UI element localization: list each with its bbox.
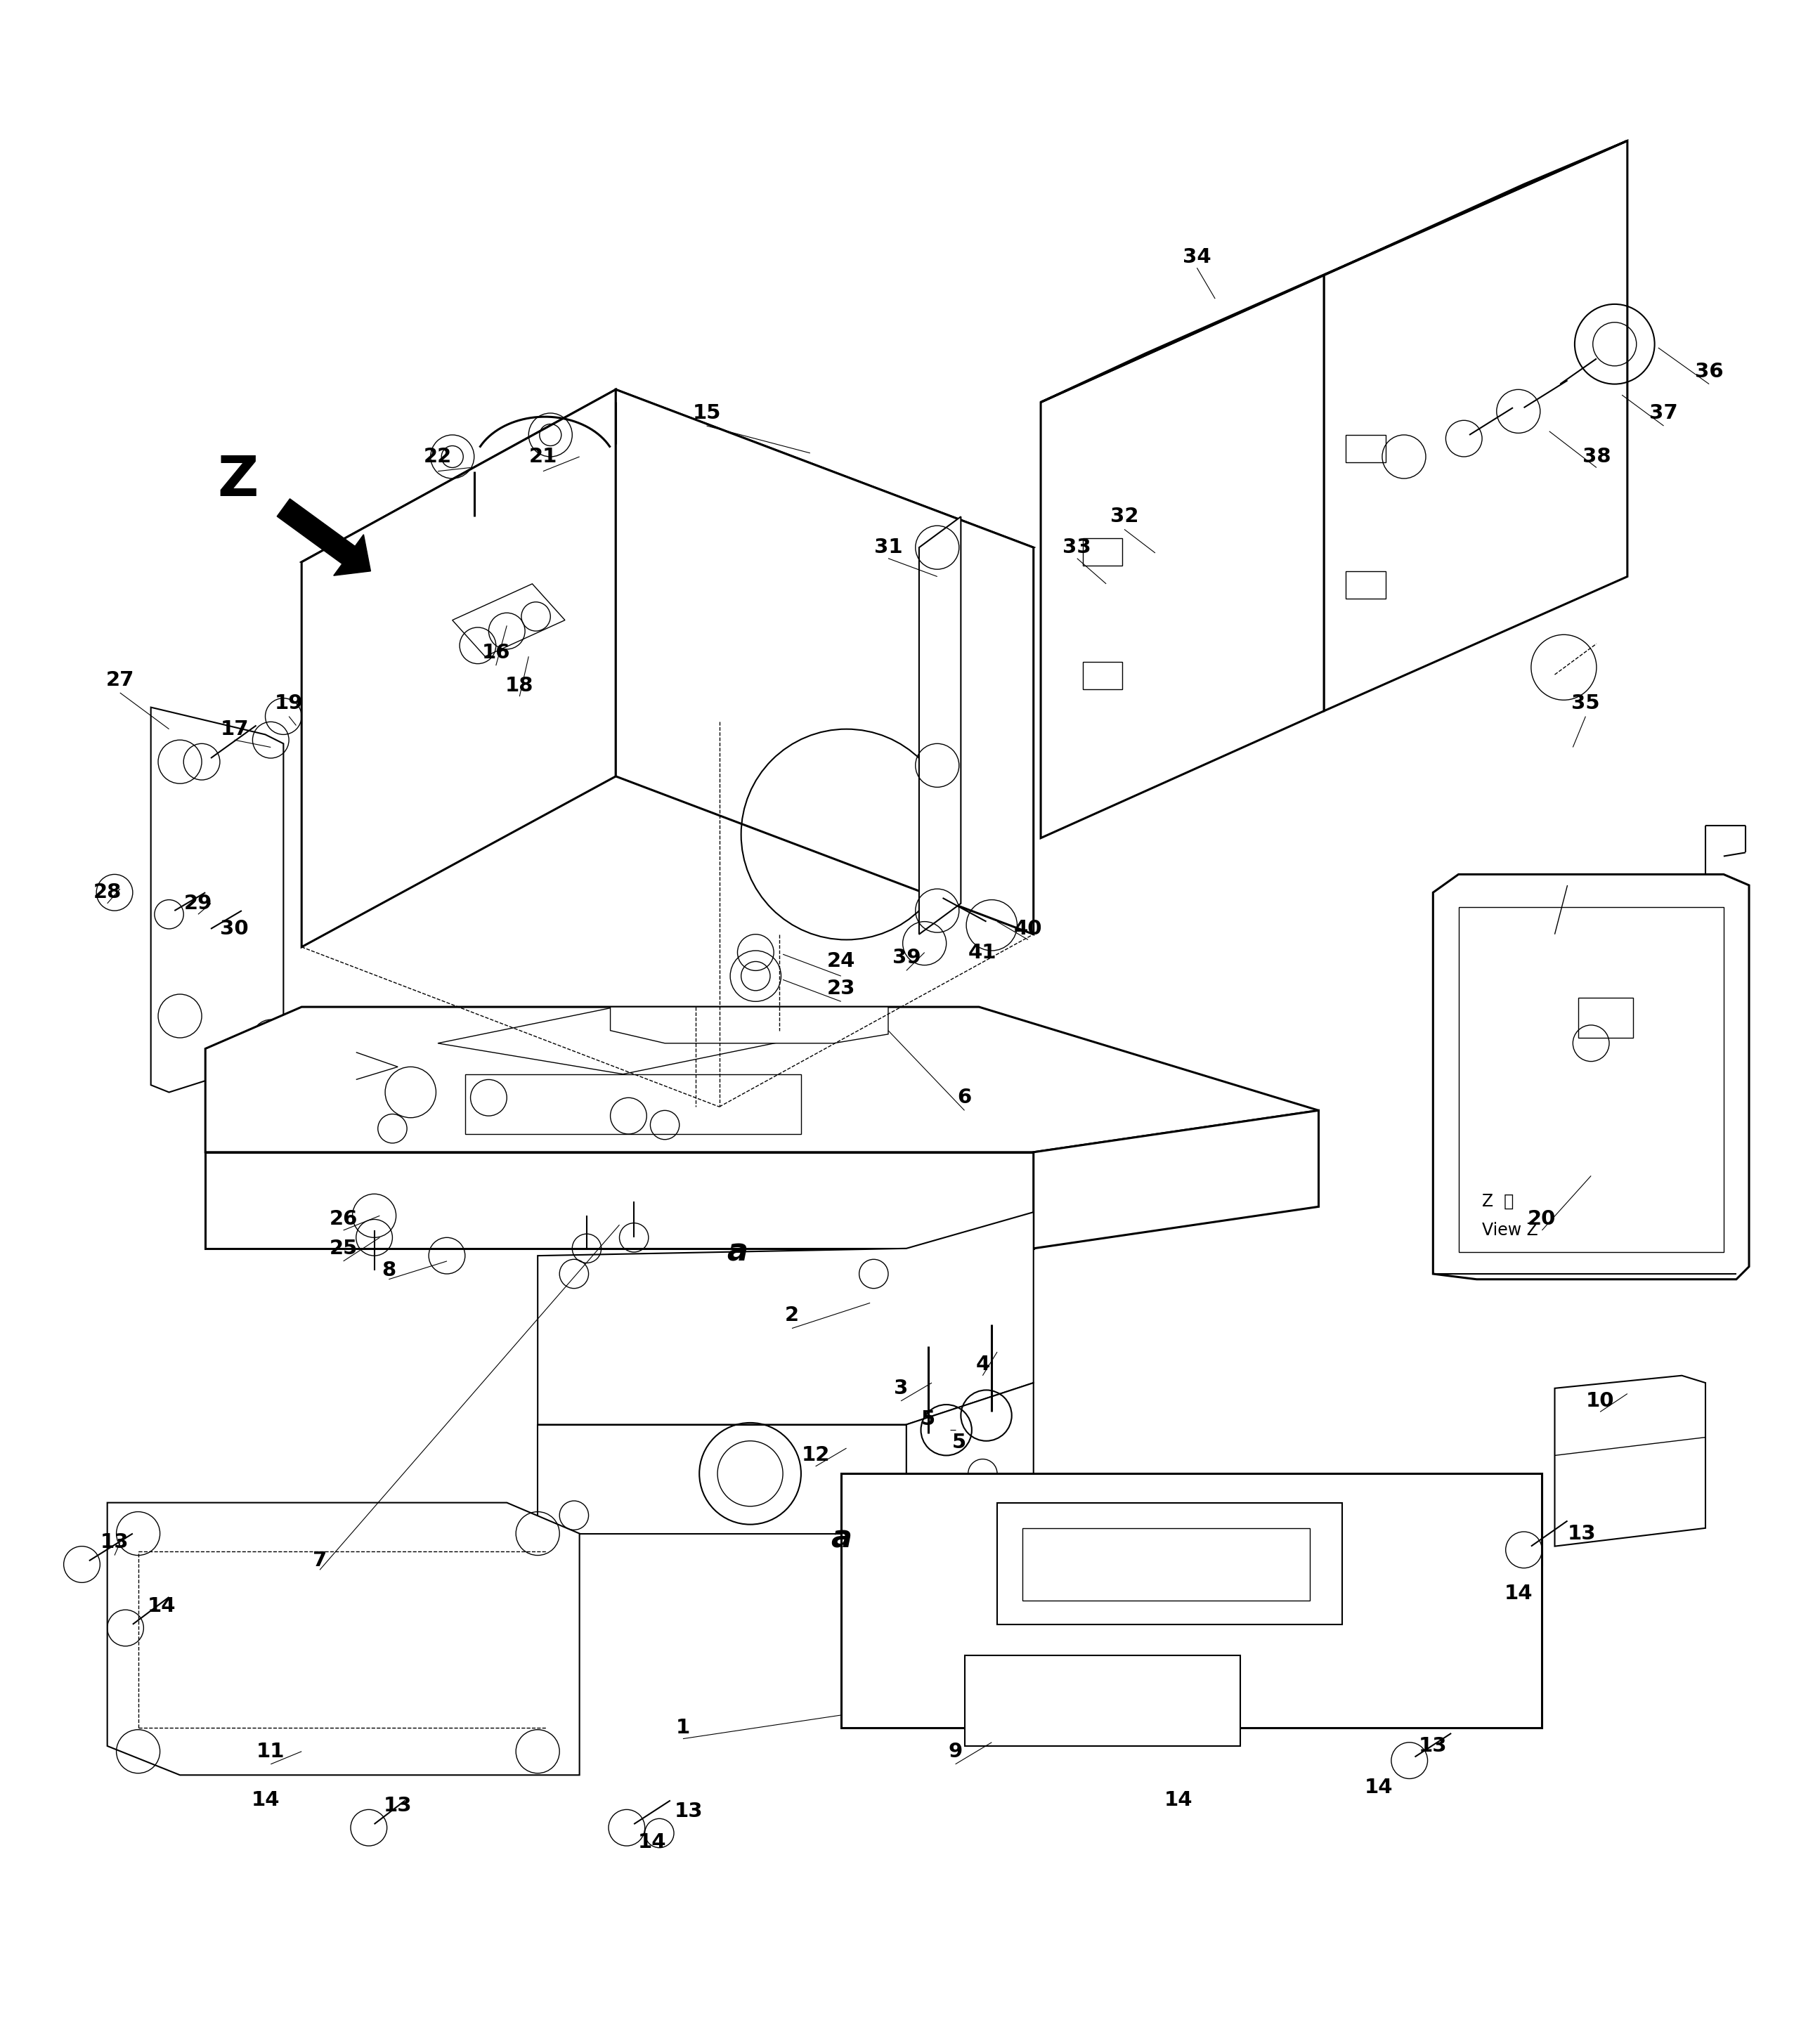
Polygon shape — [206, 1152, 1034, 1248]
Polygon shape — [1041, 140, 1627, 402]
Text: a: a — [830, 1524, 852, 1554]
Text: Z: Z — [218, 453, 258, 508]
Polygon shape — [610, 1008, 888, 1042]
Text: 7: 7 — [313, 1550, 328, 1571]
Polygon shape — [841, 1473, 1542, 1727]
Text: 14: 14 — [147, 1597, 177, 1615]
Polygon shape — [1041, 274, 1325, 837]
Text: 26: 26 — [329, 1209, 357, 1229]
Text: 11: 11 — [257, 1741, 286, 1762]
Text: 32: 32 — [1110, 506, 1139, 526]
Text: 39: 39 — [892, 949, 921, 967]
Polygon shape — [919, 516, 961, 935]
Text: 34: 34 — [1183, 248, 1212, 266]
Text: 23: 23 — [826, 979, 855, 998]
Polygon shape — [1034, 1109, 1320, 1248]
Polygon shape — [537, 1424, 906, 1534]
Text: 35: 35 — [1571, 693, 1600, 713]
Text: 24: 24 — [826, 951, 855, 971]
Text: 14: 14 — [1365, 1778, 1392, 1798]
Text: Z  視: Z 視 — [1481, 1193, 1514, 1209]
Text: 10: 10 — [1585, 1392, 1614, 1410]
Bar — [1578, 998, 1633, 1038]
Text: 20: 20 — [1527, 1209, 1556, 1229]
Text: 8: 8 — [382, 1260, 397, 1280]
Polygon shape — [997, 1502, 1341, 1624]
Text: View Z: View Z — [1481, 1221, 1538, 1240]
Text: 40: 40 — [1014, 918, 1043, 939]
Text: 13: 13 — [1567, 1524, 1596, 1544]
Text: 29: 29 — [184, 894, 213, 912]
Text: 4: 4 — [976, 1355, 990, 1374]
Text: 30: 30 — [220, 918, 249, 939]
Text: 33: 33 — [1063, 538, 1092, 557]
Polygon shape — [1432, 874, 1749, 1280]
Text: a: a — [726, 1237, 748, 1268]
Text: 12: 12 — [801, 1445, 830, 1465]
Text: 28: 28 — [93, 882, 122, 902]
Text: 13: 13 — [1420, 1735, 1447, 1756]
Text: 3: 3 — [894, 1378, 908, 1398]
Text: 27: 27 — [106, 671, 135, 691]
Polygon shape — [151, 707, 284, 1093]
Bar — [1083, 662, 1123, 689]
Text: 15: 15 — [692, 402, 721, 423]
Bar — [1345, 571, 1385, 597]
Bar — [1023, 1528, 1310, 1601]
Polygon shape — [1325, 140, 1627, 711]
Text: 14: 14 — [1503, 1583, 1532, 1603]
Text: 14: 14 — [637, 1833, 666, 1851]
Text: 38: 38 — [1582, 447, 1611, 467]
Polygon shape — [466, 1075, 801, 1134]
Text: 2: 2 — [784, 1307, 799, 1325]
Text: 37: 37 — [1649, 402, 1678, 423]
Polygon shape — [1554, 1376, 1705, 1546]
Polygon shape — [302, 390, 1034, 721]
Bar — [1083, 538, 1123, 565]
Text: 5: 5 — [921, 1410, 935, 1428]
Bar — [1345, 435, 1385, 461]
Text: 21: 21 — [530, 447, 557, 467]
Polygon shape — [841, 1473, 1542, 1565]
Text: 14: 14 — [251, 1790, 280, 1811]
Polygon shape — [537, 1213, 1034, 1424]
Text: 25: 25 — [329, 1240, 357, 1258]
Text: 41: 41 — [968, 943, 997, 963]
Text: 9: 9 — [948, 1741, 963, 1762]
Polygon shape — [615, 390, 1034, 935]
Text: 14: 14 — [1165, 1790, 1194, 1811]
Polygon shape — [1458, 906, 1724, 1252]
Polygon shape — [906, 1384, 1034, 1534]
Polygon shape — [439, 1008, 801, 1075]
Text: 6: 6 — [957, 1087, 972, 1107]
Polygon shape — [302, 390, 615, 947]
Text: 13: 13 — [100, 1532, 129, 1552]
Text: 22: 22 — [424, 447, 451, 467]
Text: 17: 17 — [220, 719, 249, 740]
Text: 5: 5 — [952, 1433, 966, 1453]
Text: 36: 36 — [1694, 362, 1724, 382]
Text: 16: 16 — [482, 642, 510, 662]
Polygon shape — [206, 1008, 1320, 1152]
Polygon shape — [965, 1656, 1241, 1745]
Text: 18: 18 — [506, 677, 533, 695]
Text: 13: 13 — [673, 1802, 703, 1821]
Text: 31: 31 — [874, 538, 903, 557]
FancyArrow shape — [277, 498, 371, 575]
Polygon shape — [107, 1502, 579, 1776]
Text: 1: 1 — [675, 1717, 690, 1737]
Text: 13: 13 — [384, 1796, 411, 1817]
Text: 19: 19 — [275, 693, 304, 713]
